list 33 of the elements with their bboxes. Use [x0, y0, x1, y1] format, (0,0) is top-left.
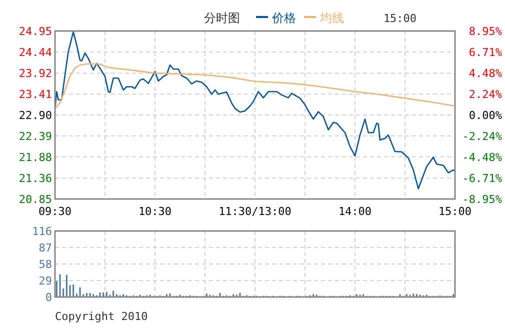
y2-tick-label: 8.95%	[468, 25, 502, 38]
x-tick-label: 09:30	[38, 205, 72, 218]
x-tick-label: 14:00	[338, 205, 372, 218]
y-tick-label: 22.39	[18, 130, 52, 143]
y-tick-label: 29	[38, 274, 52, 288]
y-tick-label: 24.44	[18, 46, 52, 59]
y2-tick-label: 6.71%	[468, 46, 502, 60]
y2-tick-label: -8.95%	[462, 193, 502, 206]
text: Copyright 2010	[55, 310, 148, 323]
legend-label: 均线	[319, 11, 344, 25]
text: 15:00	[383, 12, 417, 25]
y2-tick-label: 0.00%	[468, 109, 502, 122]
y-tick-label: 87	[38, 242, 52, 254]
y-tick-label: 0	[45, 291, 52, 304]
y2-tick-label: 2.24%	[468, 88, 502, 101]
x-tick-label: 11:30/13:00	[218, 205, 292, 218]
y2-tick-label: 4.48%	[468, 66, 502, 80]
y-tick-label: 23.41	[18, 88, 52, 102]
y-tick-label: 21.36	[18, 172, 52, 186]
y-tick-label: 23.92	[18, 67, 52, 80]
y-tick-label: 116	[32, 225, 52, 238]
x-tick-label: 10:30	[138, 205, 172, 218]
y-tick-label: 24.95	[18, 25, 52, 38]
y-tick-label: 58	[38, 258, 52, 271]
y-tick-label: 22.90	[18, 109, 52, 122]
y2-tick-label: -2.24%	[462, 130, 502, 144]
legend-label: 价格	[271, 11, 296, 25]
y2-tick-label: -4.48%	[462, 151, 502, 164]
y-tick-label: 21.88	[18, 150, 52, 164]
chart-title: 分时图	[204, 11, 240, 25]
y2-tick-label: -6.71%	[462, 172, 502, 185]
x-tick-label: 15:00	[438, 205, 472, 218]
y-tick-label: 20.85	[18, 193, 52, 206]
